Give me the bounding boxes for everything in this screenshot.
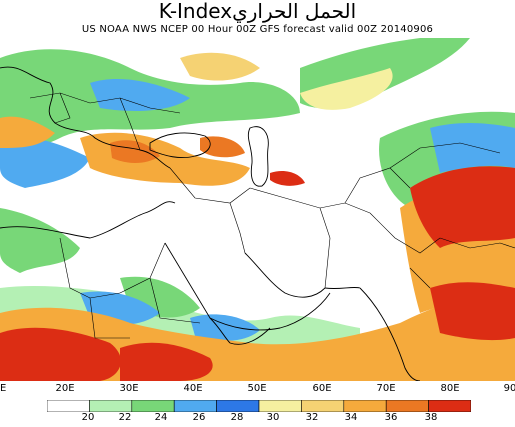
coastline-caspian: [247, 126, 269, 187]
very-high-index-red-areas: [0, 136, 515, 381]
colorbar-label: 24: [154, 412, 168, 423]
colorbar-swatch: [301, 400, 345, 412]
border-line-4: [319, 207, 331, 289]
colorbar-label: 32: [305, 412, 319, 423]
colorbar-label: 26: [192, 412, 206, 423]
colorbar-swatch: [47, 400, 90, 412]
colorbar-swatch: [89, 400, 133, 412]
k-index-map: [0, 38, 515, 381]
blue-area-west: [0, 136, 90, 188]
x-tick-label: 20E: [55, 383, 75, 394]
border-line-15: [439, 237, 515, 249]
colorbar-swatch: [258, 400, 302, 412]
colorbar: [47, 400, 471, 412]
country-borders: [29, 92, 515, 339]
red-area-india-south: [430, 282, 515, 341]
colorbar-label: 38: [424, 412, 438, 423]
colorbar-label: 28: [230, 412, 244, 423]
mid-index-blue-areas: [0, 78, 515, 341]
border-line-13: [54, 92, 71, 124]
border-line-16: [409, 267, 431, 289]
border-line-7: [389, 142, 501, 169]
yellow-area-north-band: [300, 68, 393, 110]
border-line-8: [59, 237, 121, 299]
x-tick-label: 40E: [183, 383, 203, 394]
coastline-arabia: [209, 292, 331, 331]
colorbar-label: 22: [118, 412, 132, 423]
colorbar-swatch: [131, 400, 175, 412]
orange-area-north: [180, 52, 260, 81]
x-tick-label: 0E: [0, 383, 7, 394]
coastline-red-sea: [164, 242, 231, 344]
x-tick-label: 90: [503, 383, 515, 394]
coastline-persian-gulf: [244, 252, 326, 298]
green-area-west-mid: [0, 208, 80, 273]
red-area-africa-west: [0, 327, 121, 381]
x-tick-label: 60E: [312, 383, 332, 394]
coastline-pakistan: [324, 286, 361, 290]
border-line-5: [344, 167, 411, 204]
coastline-europe: [0, 66, 171, 169]
coastline-india: [359, 287, 421, 381]
colorbar-label: 30: [266, 412, 280, 423]
colorbar-swatch: [216, 400, 260, 412]
border-line-6: [369, 212, 441, 254]
coastline-africa-horn: [229, 327, 271, 345]
blue-area-arabia: [190, 314, 260, 341]
colorbar-swatch: [343, 400, 387, 412]
x-tick-label: 80E: [440, 383, 460, 394]
border-line-12: [29, 92, 181, 114]
map-title: K-Indexالحمل الحراري: [158, 0, 357, 23]
blue-area-north: [90, 78, 190, 111]
coastlines: [0, 66, 421, 381]
colorbar-swatch: [428, 400, 471, 412]
border-line-1: [169, 167, 251, 204]
coastline-black-sea: [149, 132, 211, 159]
x-tick-label: 50E: [247, 383, 267, 394]
colorbar-swatch: [173, 400, 217, 412]
coastline-mediterranean: [0, 201, 176, 239]
red-area-africa-central: [120, 342, 213, 381]
red-area-india-north: [410, 166, 515, 248]
colorbar-swatch: [385, 400, 429, 412]
border-line-10: [89, 297, 130, 339]
border-line-2: [229, 202, 246, 254]
red-area-anatolia: [110, 140, 160, 163]
blue-area-east: [430, 123, 515, 173]
x-tick-label: 70E: [376, 383, 396, 394]
x-tick-label: 30E: [119, 383, 139, 394]
colorbar-label: 36: [384, 412, 398, 423]
orange-area-west: [0, 116, 55, 148]
red-area-caucasus: [200, 136, 245, 158]
border-line-11: [149, 277, 201, 324]
colorbar-label: 20: [81, 412, 95, 423]
colorbar-label: 34: [344, 412, 358, 423]
red-area-caspian-south: [270, 171, 305, 186]
border-line-14: [119, 97, 141, 151]
map-subtitle: US NOAA NWS NCEP 00 Hour 00Z GFS forecas…: [81, 24, 434, 35]
